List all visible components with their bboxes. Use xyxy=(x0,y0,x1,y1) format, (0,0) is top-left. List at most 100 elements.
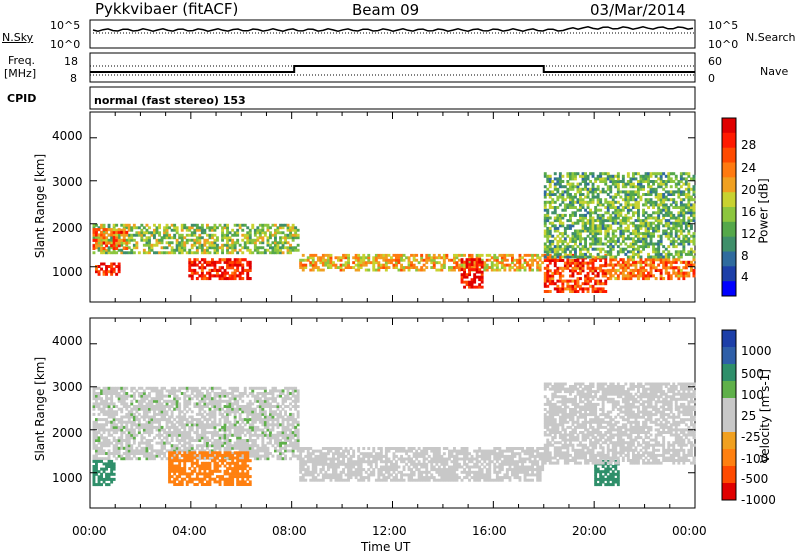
power-cell xyxy=(266,238,270,242)
velocity-cell xyxy=(261,428,265,432)
power-cell xyxy=(163,231,166,235)
power-cell xyxy=(221,258,224,262)
velocity-cell xyxy=(256,418,260,422)
velocity-cell xyxy=(248,454,252,458)
velocity-cell xyxy=(281,433,285,437)
velocity-cell xyxy=(127,439,131,442)
velocity-cell xyxy=(107,444,111,448)
velocity-cell xyxy=(125,423,129,427)
power-cell xyxy=(639,250,643,254)
power-cell xyxy=(652,232,655,236)
power-cell xyxy=(667,177,671,181)
power-cell xyxy=(248,266,252,270)
velocity-cell xyxy=(165,441,169,445)
velocity-cell xyxy=(173,444,177,448)
power-cell xyxy=(642,242,645,246)
power-cell xyxy=(637,271,640,275)
velocity-cell xyxy=(175,436,179,440)
power-cell xyxy=(226,260,229,264)
power-cell xyxy=(256,251,260,255)
velocity-cell xyxy=(173,392,177,395)
velocity-cell xyxy=(226,449,229,453)
power-cell xyxy=(551,242,555,246)
power-cell xyxy=(500,256,504,260)
velocity-cell xyxy=(155,402,159,406)
velocity-cell xyxy=(243,441,247,445)
power-cell xyxy=(468,283,471,287)
velocity-cell xyxy=(213,433,217,437)
power-cell xyxy=(624,206,628,209)
power-cell xyxy=(553,206,557,209)
power-cell xyxy=(682,229,686,233)
power-cell xyxy=(579,261,582,265)
velocity-cell xyxy=(274,405,277,408)
power-cell xyxy=(458,253,461,257)
power-cell xyxy=(241,266,245,270)
power-cell xyxy=(475,275,479,279)
velocity-cell xyxy=(364,454,368,458)
velocity-cell xyxy=(97,446,101,450)
velocity-cell xyxy=(140,423,144,427)
power-cell xyxy=(566,203,570,207)
power-cell xyxy=(200,266,204,270)
power-cell xyxy=(354,263,358,267)
velocity-cell xyxy=(271,389,275,393)
velocity-cell xyxy=(384,476,388,480)
velocity-cell xyxy=(233,433,237,437)
power-cell xyxy=(190,260,194,264)
power-cell xyxy=(130,228,134,232)
power-cell xyxy=(221,246,224,250)
velocity-cell xyxy=(279,452,282,455)
power-cell xyxy=(553,193,557,196)
power-cell xyxy=(183,226,187,230)
power-cell xyxy=(274,228,277,232)
power-cell xyxy=(553,264,557,268)
power-cell xyxy=(637,224,640,228)
power-cell xyxy=(269,246,272,250)
velocity-cell xyxy=(97,436,101,440)
power-cell xyxy=(541,261,545,265)
power-cell xyxy=(584,177,587,181)
power-cell xyxy=(677,271,681,275)
power-cell xyxy=(190,233,194,237)
velocity-cell xyxy=(357,473,361,477)
power-cell xyxy=(606,193,610,196)
power-cell xyxy=(546,177,550,181)
power-cell xyxy=(110,251,114,255)
velocity-cell xyxy=(158,394,161,398)
velocity-cell xyxy=(332,470,335,474)
velocity-cell xyxy=(153,407,156,411)
velocity-cell xyxy=(160,449,164,453)
cpid-label: CPID xyxy=(7,92,37,105)
power-cell xyxy=(604,219,608,223)
power-cell xyxy=(216,243,219,247)
velocity-cell xyxy=(321,465,325,469)
velocity-cell xyxy=(266,418,270,422)
velocity-cell xyxy=(148,444,151,448)
velocity-cell xyxy=(342,452,345,456)
power-cell xyxy=(158,233,161,237)
power-cell xyxy=(596,213,600,217)
power-cell xyxy=(642,185,645,189)
power-cell xyxy=(652,266,655,270)
power-cell xyxy=(571,195,575,199)
velocity-cell xyxy=(238,415,242,419)
velocity-cell xyxy=(321,452,325,456)
power-cell xyxy=(261,228,265,232)
power-cell xyxy=(634,172,638,176)
power-cell xyxy=(518,253,522,257)
power-cell xyxy=(407,256,411,260)
velocity-cell xyxy=(321,447,325,450)
power-cell xyxy=(145,238,149,242)
power-cell xyxy=(223,223,227,227)
velocity-cell xyxy=(289,415,292,419)
velocity-cell xyxy=(132,423,136,427)
velocity-cell xyxy=(289,436,292,440)
power-cell xyxy=(327,263,330,267)
power-cell xyxy=(596,255,600,259)
power-cell xyxy=(420,258,424,262)
power-cell xyxy=(546,213,550,217)
velocity-cell xyxy=(211,410,214,414)
velocity-cell xyxy=(148,441,151,445)
velocity-cell xyxy=(223,410,227,414)
